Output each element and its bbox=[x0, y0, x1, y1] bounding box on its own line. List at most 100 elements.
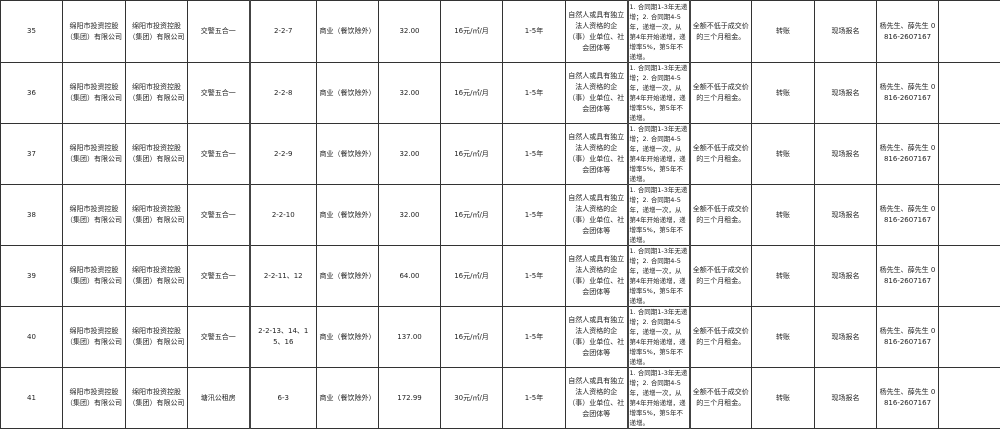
cell-contact[interactable]: 杨先生、薛先生 0816-2607167 bbox=[876, 245, 939, 307]
cell-increase[interactable]: 1. 合同期1-3年无递增；2. 合同期4-5年，递增一次，从第4年开始递增，递… bbox=[626, 123, 691, 185]
cell-term[interactable]: 1-5年 bbox=[502, 0, 566, 63]
cell-owner[interactable]: 绵阳市投资控股（集团）有限公司 bbox=[62, 62, 126, 124]
cell-area[interactable]: 137.00 bbox=[378, 306, 441, 368]
cell-eligibility[interactable]: 自然人或具有独立法人资格的企（事）业单位、社会团体等 bbox=[565, 367, 628, 429]
cell-deposit[interactable]: 全额不低于成交价的三个月租金。 bbox=[689, 184, 752, 246]
cell-operator[interactable]: 绵阳市投资控股（集团）有限公司 bbox=[125, 123, 188, 185]
cell-registration[interactable]: 现场报名 bbox=[814, 123, 877, 185]
cell-no[interactable]: 38 bbox=[0, 184, 63, 246]
cell-payment[interactable]: 转账 bbox=[751, 306, 815, 368]
cell-project[interactable]: 交警五合一 bbox=[187, 245, 250, 307]
cell-owner[interactable]: 绵阳市投资控股（集团）有限公司 bbox=[62, 123, 126, 185]
cell-use[interactable]: 商业（餐饮除外） bbox=[316, 0, 379, 63]
cell-deposit[interactable]: 全额不低于成交价的三个月租金。 bbox=[689, 123, 752, 185]
cell-project[interactable]: 交警五合一 bbox=[187, 0, 250, 63]
cell-project[interactable]: 交警五合一 bbox=[187, 306, 250, 368]
cell-increase[interactable]: 1. 合同期1-3年无递增；2. 合同期4-5年，递增一次，从第4年开始递增，递… bbox=[626, 0, 691, 63]
cell-unit[interactable]: 2-2-8 bbox=[248, 62, 317, 124]
cell-no[interactable]: 37 bbox=[0, 123, 63, 185]
cell-term[interactable]: 1-5年 bbox=[502, 184, 566, 246]
cell-use[interactable]: 商业（餐饮除外） bbox=[316, 306, 379, 368]
cell-contact[interactable]: 杨先生、薛先生 0816-2607167 bbox=[876, 123, 939, 185]
cell-payment[interactable]: 转账 bbox=[751, 62, 815, 124]
cell-owner[interactable]: 绵阳市投资控股（集团）有限公司 bbox=[62, 0, 126, 63]
cell-increase[interactable]: 1. 合同期1-3年无递增；2. 合同期4-5年，递增一次，从第4年开始递增，递… bbox=[626, 245, 691, 307]
cell-payment[interactable]: 转账 bbox=[751, 0, 815, 63]
cell-note[interactable] bbox=[938, 0, 1000, 63]
cell-contact[interactable]: 杨先生、薛先生 0816-2607167 bbox=[876, 0, 939, 63]
cell-use[interactable]: 商业（餐饮除外） bbox=[316, 245, 379, 307]
cell-price[interactable]: 30元/㎡/月 bbox=[440, 367, 503, 429]
cell-deposit[interactable]: 全额不低于成交价的三个月租金。 bbox=[689, 245, 752, 307]
cell-unit[interactable]: 6-3 bbox=[248, 367, 317, 429]
cell-registration[interactable]: 现场报名 bbox=[814, 62, 877, 124]
cell-payment[interactable]: 转账 bbox=[751, 123, 815, 185]
cell-unit[interactable]: 2-2-9 bbox=[248, 123, 317, 185]
cell-owner[interactable]: 绵阳市投资控股（集团）有限公司 bbox=[62, 367, 126, 429]
cell-area[interactable]: 172.99 bbox=[378, 367, 441, 429]
cell-price[interactable]: 16元/㎡/月 bbox=[440, 245, 503, 307]
cell-registration[interactable]: 现场报名 bbox=[814, 184, 877, 246]
cell-use[interactable]: 商业（餐饮除外） bbox=[316, 62, 379, 124]
cell-note[interactable] bbox=[938, 123, 1000, 185]
cell-increase[interactable]: 1. 合同期1-3年无递增；2. 合同期4-5年，递增一次，从第4年开始递增，递… bbox=[626, 184, 691, 246]
cell-eligibility[interactable]: 自然人或具有独立法人资格的企（事）业单位、社会团体等 bbox=[565, 306, 628, 368]
cell-project[interactable]: 塘汛公租房 bbox=[187, 367, 250, 429]
cell-no[interactable]: 35 bbox=[0, 0, 63, 63]
cell-unit[interactable]: 2-2-7 bbox=[248, 0, 317, 63]
cell-operator[interactable]: 绵阳市投资控股（集团）有限公司 bbox=[125, 367, 188, 429]
cell-registration[interactable]: 现场报名 bbox=[814, 245, 877, 307]
cell-deposit[interactable]: 全额不低于成交价的三个月租金。 bbox=[689, 367, 752, 429]
cell-owner[interactable]: 绵阳市投资控股（集团）有限公司 bbox=[62, 306, 126, 368]
cell-registration[interactable]: 现场报名 bbox=[814, 306, 877, 368]
cell-area[interactable]: 64.00 bbox=[378, 245, 441, 307]
cell-project[interactable]: 交警五合一 bbox=[187, 123, 250, 185]
cell-contact[interactable]: 杨先生、薛先生 0816-2607167 bbox=[876, 184, 939, 246]
cell-deposit[interactable]: 全额不低于成交价的三个月租金。 bbox=[689, 0, 752, 63]
cell-increase[interactable]: 1. 合同期1-3年无递增；2. 合同期4-5年，递增一次，从第4年开始递增，递… bbox=[626, 367, 691, 429]
cell-price[interactable]: 16元/㎡/月 bbox=[440, 184, 503, 246]
cell-term[interactable]: 1-5年 bbox=[502, 123, 566, 185]
cell-term[interactable]: 1-5年 bbox=[502, 62, 566, 124]
cell-eligibility[interactable]: 自然人或具有独立法人资格的企（事）业单位、社会团体等 bbox=[565, 0, 628, 63]
cell-unit[interactable]: 2-2-10 bbox=[248, 184, 317, 246]
cell-price[interactable]: 16元/㎡/月 bbox=[440, 0, 503, 63]
cell-use[interactable]: 商业（餐饮除外） bbox=[316, 367, 379, 429]
cell-increase[interactable]: 1. 合同期1-3年无递增；2. 合同期4-5年，递增一次，从第4年开始递增，递… bbox=[626, 62, 691, 124]
cell-eligibility[interactable]: 自然人或具有独立法人资格的企（事）业单位、社会团体等 bbox=[565, 62, 628, 124]
cell-note[interactable] bbox=[938, 245, 1000, 307]
cell-operator[interactable]: 绵阳市投资控股（集团）有限公司 bbox=[125, 62, 188, 124]
cell-unit[interactable]: 2-2-11、12 bbox=[248, 245, 317, 307]
cell-price[interactable]: 16元/㎡/月 bbox=[440, 306, 503, 368]
cell-note[interactable] bbox=[938, 184, 1000, 246]
cell-project[interactable]: 交警五合一 bbox=[187, 184, 250, 246]
cell-area[interactable]: 32.00 bbox=[378, 0, 441, 63]
cell-no[interactable]: 36 bbox=[0, 62, 63, 124]
cell-operator[interactable]: 绵阳市投资控股（集团）有限公司 bbox=[125, 184, 188, 246]
cell-registration[interactable]: 现场报名 bbox=[814, 0, 877, 63]
cell-area[interactable]: 32.00 bbox=[378, 184, 441, 246]
cell-registration[interactable]: 现场报名 bbox=[814, 367, 877, 429]
cell-contact[interactable]: 杨先生、薛先生 0816-2607167 bbox=[876, 62, 939, 124]
cell-use[interactable]: 商业（餐饮除外） bbox=[316, 184, 379, 246]
cell-note[interactable] bbox=[938, 306, 1000, 368]
cell-owner[interactable]: 绵阳市投资控股（集团）有限公司 bbox=[62, 184, 126, 246]
cell-note[interactable] bbox=[938, 367, 1000, 429]
cell-eligibility[interactable]: 自然人或具有独立法人资格的企（事）业单位、社会团体等 bbox=[565, 245, 628, 307]
cell-term[interactable]: 1-5年 bbox=[502, 306, 566, 368]
cell-payment[interactable]: 转账 bbox=[751, 367, 815, 429]
cell-contact[interactable]: 杨先生、薛先生 0816-2607167 bbox=[876, 367, 939, 429]
cell-operator[interactable]: 绵阳市投资控股（集团）有限公司 bbox=[125, 306, 188, 368]
cell-deposit[interactable]: 全额不低于成交价的三个月租金。 bbox=[689, 62, 752, 124]
cell-note[interactable] bbox=[938, 62, 1000, 124]
cell-no[interactable]: 39 bbox=[0, 245, 63, 307]
cell-project[interactable]: 交警五合一 bbox=[187, 62, 250, 124]
cell-eligibility[interactable]: 自然人或具有独立法人资格的企（事）业单位、社会团体等 bbox=[565, 123, 628, 185]
cell-term[interactable]: 1-5年 bbox=[502, 245, 566, 307]
cell-payment[interactable]: 转账 bbox=[751, 184, 815, 246]
cell-eligibility[interactable]: 自然人或具有独立法人资格的企（事）业单位、社会团体等 bbox=[565, 184, 628, 246]
cell-payment[interactable]: 转账 bbox=[751, 245, 815, 307]
cell-term[interactable]: 1-5年 bbox=[502, 367, 566, 429]
cell-area[interactable]: 32.00 bbox=[378, 62, 441, 124]
cell-increase[interactable]: 1. 合同期1-3年无递增；2. 合同期4-5年，递增一次，从第4年开始递增，递… bbox=[626, 306, 691, 368]
